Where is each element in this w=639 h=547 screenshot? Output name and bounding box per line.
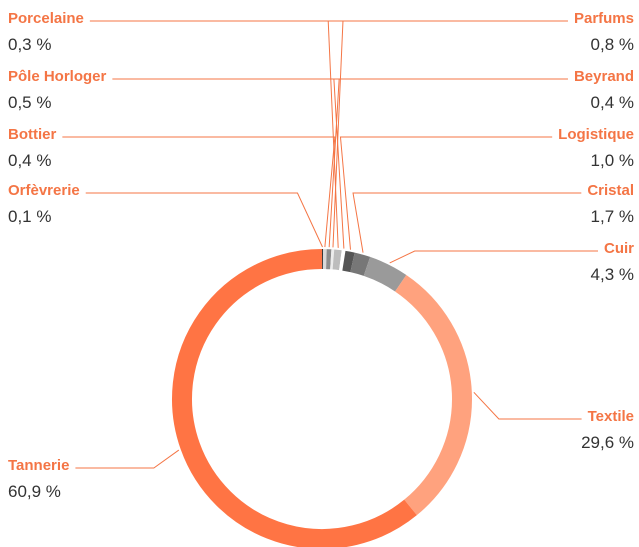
- leader-line: [327, 20, 568, 248]
- slice: [363, 256, 407, 292]
- leader-line: [89, 20, 344, 248]
- slice: [394, 274, 472, 516]
- value-label: 29,6 %: [581, 433, 634, 452]
- leader-line: [62, 136, 336, 248]
- value-label: 0,8 %: [591, 35, 634, 54]
- leader-line: [85, 192, 323, 248]
- value-label: 0,5 %: [8, 93, 51, 112]
- value-label: 60,9 %: [8, 482, 61, 501]
- leader-line: [75, 449, 180, 469]
- leader-line: [333, 78, 568, 249]
- category-label: Parfums: [574, 10, 634, 27]
- category-label: Orfèvrerie: [8, 182, 80, 199]
- value-label: 0,4 %: [8, 151, 51, 170]
- category-label: Beyrand: [574, 68, 634, 85]
- value-label: 1,7 %: [591, 207, 634, 226]
- leader-line: [473, 391, 582, 420]
- leader-line: [339, 136, 553, 250]
- category-label: Cristal: [587, 182, 634, 199]
- value-label: 0,1 %: [8, 207, 51, 226]
- leader-line: [389, 250, 598, 264]
- category-label: Pôle Horloger: [8, 68, 107, 85]
- category-label: Tannerie: [8, 457, 69, 474]
- value-label: 1,0 %: [591, 151, 634, 170]
- slice: [339, 250, 346, 271]
- value-label: 4,3 %: [591, 265, 634, 284]
- slice: [350, 252, 371, 276]
- category-label: Bottier: [8, 126, 56, 143]
- slice: [172, 249, 417, 547]
- slice: [342, 250, 355, 273]
- category-label: Logistique: [558, 126, 634, 143]
- category-label: Textile: [588, 408, 634, 425]
- leader-line: [112, 78, 340, 248]
- slice: [332, 249, 342, 271]
- value-label: 0,3 %: [8, 35, 51, 54]
- category-label: Cuir: [604, 240, 634, 257]
- category-label: Porcelaine: [8, 10, 84, 27]
- leader-line: [352, 192, 582, 253]
- value-label: 0,4 %: [591, 93, 634, 112]
